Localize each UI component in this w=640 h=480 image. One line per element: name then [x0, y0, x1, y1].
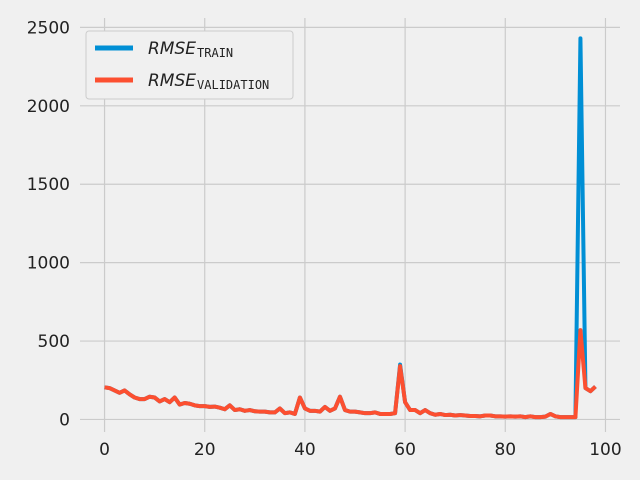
- series-line-validation: [104, 328, 597, 420]
- y-tick-label: 2000: [27, 97, 70, 117]
- x-tick-label: 60: [394, 440, 416, 460]
- legend-label-validation: RMSEVALIDATION: [148, 71, 269, 92]
- legend: RMSETRAIN RMSEVALIDATION: [85, 30, 294, 100]
- x-tick-label: 0: [99, 440, 110, 460]
- y-tick-label: 1000: [27, 254, 70, 274]
- y-tick-label: 500: [38, 332, 70, 352]
- x-tick-label: 80: [494, 440, 516, 460]
- x-tick-label: 20: [194, 440, 216, 460]
- y-tick-label: 1500: [27, 175, 70, 195]
- x-tick-label: 40: [294, 440, 316, 460]
- grid-lines: [80, 18, 620, 432]
- legend-label-train: RMSETRAIN: [148, 39, 233, 60]
- y-tick-label: 0: [59, 410, 70, 430]
- legend-box: [85, 30, 294, 100]
- series-lines: [104, 36, 597, 420]
- y-tick-label: 2500: [27, 18, 70, 38]
- x-tick-label: 100: [589, 440, 621, 460]
